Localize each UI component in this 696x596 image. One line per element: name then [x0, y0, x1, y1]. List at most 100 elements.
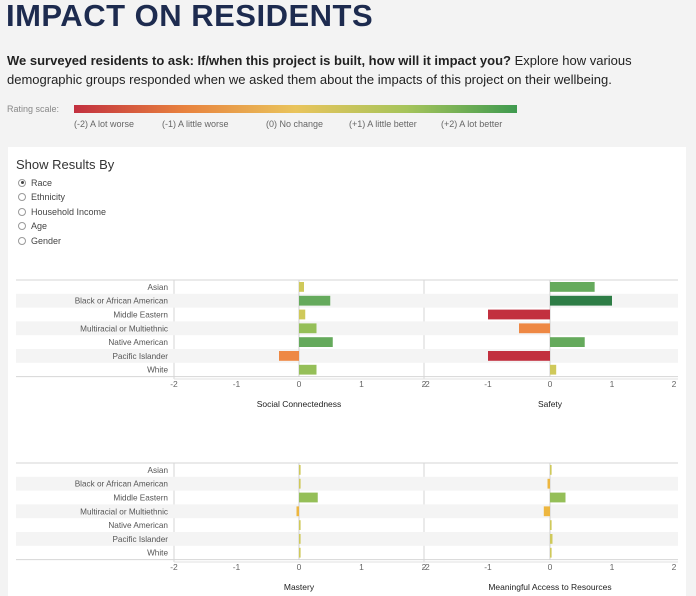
intro-text: We surveyed residents to ask: If/when th…: [7, 51, 667, 89]
x-tick-label: -1: [233, 562, 241, 572]
bar: [488, 351, 550, 361]
intro-description: Explore how various demographic groups r…: [7, 53, 632, 87]
page-title: IMPACT ON RESIDENTS: [6, 0, 374, 33]
category-label: Native American: [108, 338, 168, 347]
results-charts: Asian Black or African American Middle Eas…: [16, 279, 678, 592]
x-tick-label: -2: [422, 562, 430, 572]
category-label: Black or African American: [75, 297, 169, 306]
bar: [299, 309, 306, 320]
x-tick-label: 2: [422, 562, 427, 572]
x-tick-label: -1: [484, 562, 492, 572]
bar: [299, 547, 301, 558]
bar: [550, 465, 552, 475]
bar: [488, 309, 550, 320]
filter-option-gender[interactable]: Gender: [18, 234, 61, 247]
x-tick-label: 0: [548, 379, 553, 389]
category-label: Native American: [108, 521, 168, 530]
x-tick-label: -1: [484, 379, 492, 389]
bar: [299, 492, 318, 503]
x-tick-label: 2: [422, 379, 427, 389]
results-panel: Show Results By Race Ethnicity Household…: [8, 147, 686, 596]
row-band: [16, 504, 678, 519]
chart-title: Social Connectedness: [257, 399, 342, 409]
chart-title: Safety: [538, 399, 563, 409]
rating-tick-little-better: (+1) A little better: [349, 119, 417, 129]
chart-title: Mastery: [284, 582, 315, 592]
category-label: White: [147, 366, 168, 375]
category-label: Black or African American: [75, 480, 169, 489]
x-tick-label: -2: [170, 379, 178, 389]
bar: [550, 282, 595, 292]
bar: [296, 506, 299, 517]
bar: [299, 478, 301, 489]
radio-ethnicity[interactable]: [18, 192, 26, 201]
bar: [299, 465, 301, 475]
filter-option-label: Age: [31, 220, 48, 231]
x-tick-label: 0: [297, 562, 302, 572]
x-tick-label: 1: [359, 379, 364, 389]
radio-age[interactable]: [18, 221, 26, 230]
x-tick-label: 1: [610, 562, 615, 572]
category-label: White: [147, 549, 168, 558]
bar: [299, 323, 317, 334]
bar: [550, 492, 566, 503]
x-tick-label: -2: [170, 562, 178, 572]
row-band: [16, 476, 678, 491]
filter-option-ethnicity[interactable]: Ethnicity: [18, 190, 65, 203]
row-band: [16, 321, 678, 336]
bar: [550, 295, 612, 306]
radio-race[interactable]: [18, 178, 26, 187]
filter-option-label: Household Income: [31, 206, 107, 217]
category-label: Pacific Islander: [112, 535, 168, 544]
bar: [550, 547, 552, 558]
chart-title: Meaningful Access to Resources: [488, 582, 611, 592]
x-tick-label: 1: [610, 379, 615, 389]
rating-tick-little-worse: (-1) A little worse: [162, 119, 229, 129]
bar: [299, 534, 301, 544]
category-label: Pacific Islander: [112, 352, 168, 361]
bar: [550, 364, 557, 375]
bar: [279, 351, 299, 361]
intro-question: We surveyed residents to ask: If/when th…: [7, 53, 511, 68]
bar: [547, 478, 550, 489]
filter-option-age[interactable]: Age: [18, 219, 47, 232]
x-tick-label: -2: [422, 379, 430, 389]
radio-gender[interactable]: [18, 236, 26, 245]
rating-tick-lot-better: (+2) A lot better: [441, 119, 503, 129]
radio-household-income[interactable]: [18, 207, 26, 216]
x-tick-label: 0: [297, 379, 302, 389]
filter-title: Show Results By: [16, 157, 115, 172]
category-label: Multiracial or Multiethnic: [80, 324, 168, 333]
category-label: Asian: [148, 283, 169, 292]
row-band: [16, 293, 678, 308]
bar: [519, 323, 550, 334]
bar: [299, 295, 331, 306]
filter-option-label: Gender: [31, 235, 62, 246]
bar: [299, 337, 333, 347]
category-label: Middle Eastern: [113, 494, 168, 503]
filter-option-household-income[interactable]: Household Income: [18, 205, 106, 218]
filter-option-label: Ethnicity: [31, 191, 66, 202]
bar: [550, 520, 552, 530]
x-tick-label: -1: [233, 379, 241, 389]
rating-scale-gradient: [74, 105, 517, 113]
category-label: Middle Eastern: [113, 311, 168, 320]
bar: [299, 364, 317, 375]
category-label: Multiracial or Multiethnic: [80, 507, 168, 516]
x-tick-label: 2: [672, 562, 677, 572]
x-tick-label: 1: [359, 562, 364, 572]
bar: [299, 282, 304, 292]
filter-option-race[interactable]: Race: [18, 176, 52, 189]
bar: [299, 520, 301, 530]
bar: [550, 337, 585, 347]
filter-option-label: Race: [31, 177, 53, 188]
rating-tick-lot-worse: (-2) A lot worse: [74, 119, 135, 129]
bar: [543, 506, 550, 517]
category-label: Asian: [148, 466, 169, 475]
row-band: [16, 532, 678, 546]
rating-scale-label: Rating scale:: [7, 104, 60, 114]
x-tick-label: 0: [548, 562, 553, 572]
x-tick-label: 2: [672, 379, 677, 389]
bar: [550, 534, 553, 544]
rating-tick-no-change: (0) No change: [266, 119, 324, 129]
